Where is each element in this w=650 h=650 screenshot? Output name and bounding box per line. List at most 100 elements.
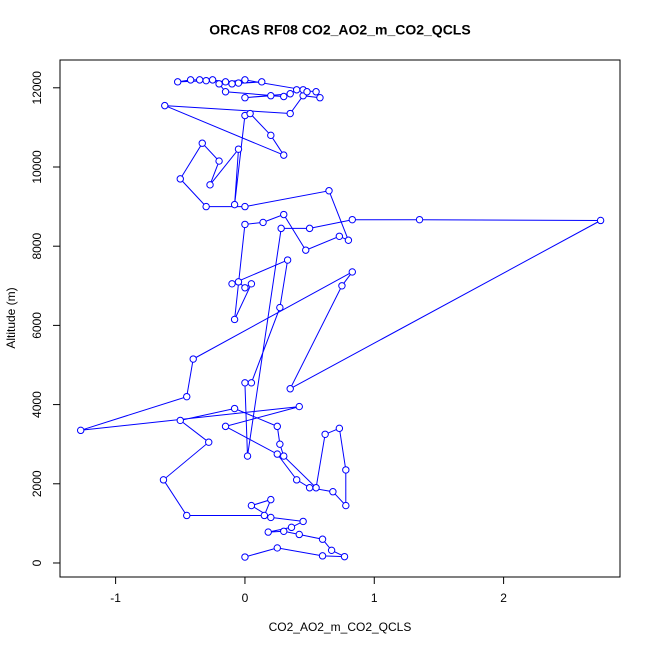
data-point: [186, 76, 195, 84]
data-point: [264, 528, 272, 536]
data-point: [327, 546, 336, 555]
data-point: [215, 157, 223, 165]
data-point: [267, 513, 275, 522]
data-point: [76, 426, 85, 435]
data-point: [286, 90, 294, 98]
data-point: [348, 215, 356, 224]
y-tick-label: 4000: [30, 391, 44, 418]
data-point: [342, 501, 350, 510]
data-point: [338, 282, 346, 290]
data-point: [206, 181, 214, 189]
data-point: [267, 92, 275, 100]
y-tick-label: 12000: [30, 71, 44, 105]
data-point: [335, 232, 344, 240]
data-point: [173, 78, 182, 86]
data-point: [316, 93, 324, 102]
x-axis-label: CO2_AO2_m_CO2_QCLS: [269, 620, 412, 634]
data-point: [273, 422, 281, 431]
data-point: [259, 218, 267, 227]
data-point: [258, 78, 266, 86]
data-point: [280, 210, 288, 219]
data-point: [276, 303, 284, 312]
data-point: [303, 88, 311, 96]
data-point: [305, 484, 314, 492]
y-axis-label: Altitude (m): [4, 287, 18, 348]
data-point: [277, 224, 285, 233]
data-point: [273, 450, 281, 458]
data-point: [176, 175, 184, 183]
x-tick-label: 1: [371, 591, 378, 605]
x-tick-label: -1: [110, 591, 121, 605]
data-point: [286, 385, 294, 393]
y-tick-label: 2000: [30, 470, 44, 497]
data-point: [247, 379, 256, 387]
data-point: [321, 430, 329, 438]
data-point: [318, 535, 327, 543]
data-point: [198, 139, 206, 147]
data-point: [208, 76, 217, 84]
data-point: [283, 256, 292, 264]
data-point: [183, 392, 191, 401]
data-point: [295, 530, 303, 539]
data-point: [292, 476, 301, 484]
data-point: [241, 220, 249, 229]
data-point: [243, 452, 252, 460]
data-point: [340, 552, 349, 561]
data-point: [241, 202, 249, 211]
data-line: [80, 79, 601, 558]
data-point: [280, 151, 288, 159]
x-tick-label: 0: [242, 591, 249, 605]
data-point: [348, 268, 356, 276]
data-point: [247, 280, 256, 288]
data-point: [260, 511, 269, 520]
data-point: [241, 379, 249, 387]
data-point: [159, 476, 168, 484]
y-tick-label: 6000: [30, 312, 44, 339]
data-point: [280, 92, 288, 101]
data-point: [221, 422, 230, 431]
data-point: [247, 501, 256, 510]
data-point: [305, 224, 314, 233]
x-tick-label: 2: [500, 591, 507, 605]
data-point: [295, 402, 303, 411]
data-point: [161, 101, 169, 110]
y-tick-label: 10000: [30, 150, 44, 184]
chart-title: ORCAS RF08 CO2_AO2_m_CO2_QCLS: [209, 22, 470, 38]
data-point: [344, 236, 353, 244]
data-point: [276, 440, 284, 448]
data-point: [189, 355, 197, 363]
data-point: [202, 202, 210, 211]
data-point: [205, 438, 213, 446]
data-point: [329, 488, 337, 496]
data-point: [228, 80, 236, 88]
data-point: [267, 131, 275, 140]
data-point: [230, 315, 239, 324]
data-point: [312, 88, 320, 96]
data-point: [312, 484, 320, 492]
data-point: [230, 200, 239, 209]
data-point: [267, 495, 275, 504]
data-point: [246, 109, 254, 118]
data-point: [325, 187, 333, 195]
data-point: [280, 452, 288, 460]
data-point: [202, 76, 210, 85]
data-point: [292, 86, 301, 94]
data-point: [318, 552, 327, 560]
data-point: [241, 76, 249, 84]
data-point: [286, 109, 294, 118]
data-point: [299, 517, 307, 526]
data-point: [221, 88, 230, 96]
data-point: [273, 544, 281, 552]
data-point: [234, 145, 243, 153]
y-tick-label: 0: [30, 559, 44, 566]
y-tick-label: 8000: [30, 233, 44, 260]
data-point: [302, 246, 310, 254]
data-point: [230, 404, 239, 413]
data-point: [215, 80, 223, 88]
data-point: [176, 416, 184, 425]
data-point: [415, 215, 424, 224]
data-point: [234, 278, 243, 286]
data-point: [195, 76, 204, 84]
